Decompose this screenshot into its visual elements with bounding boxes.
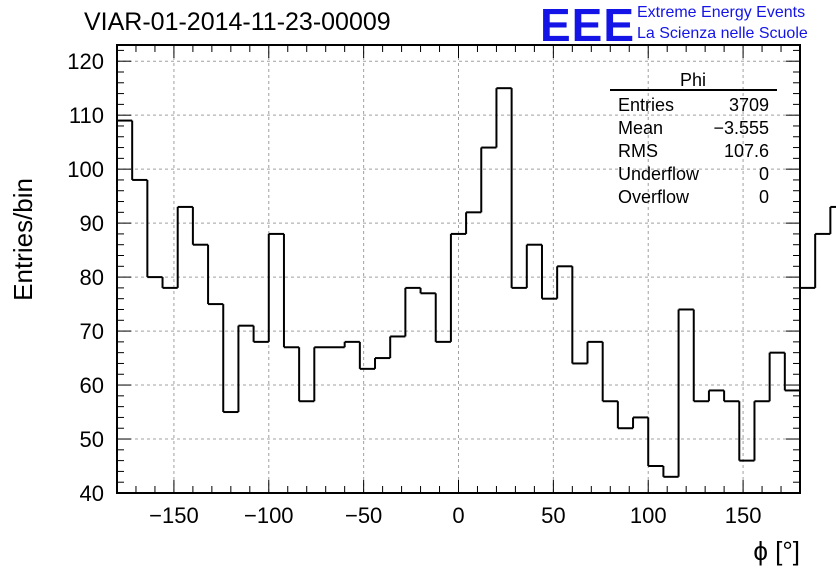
stats-row-value: 0 [759,187,769,207]
tick-labels: −150 −100 −50 0 50 100 150 40 50 60 70 80 90 100 110 12… [67,49,761,528]
grid [117,45,800,494]
eee-logo: EEE [540,0,636,51]
eee-logo-line-1: Extreme Energy Events [637,4,806,21]
x-axis-label: ϕ [°] [753,536,800,566]
stats-row-label: RMS [618,141,658,161]
stats-row-value: 107.6 [724,141,769,161]
stats-row-value: 3709 [729,95,769,115]
stats-row-label: Overflow [618,187,690,207]
stats-row-label: Mean [618,118,663,138]
y-tick-label: 80 [80,265,104,290]
eee-logo-line-2: La Scienza nelle Scuole [637,25,808,42]
y-axis-label: Entries/bin [8,178,38,301]
stats-row-value: −3.555 [713,118,769,138]
x-tick-label: 50 [541,503,565,528]
y-tick-label: 110 [69,103,104,128]
stats-row-value: 0 [759,164,769,184]
plot-title: VIAR-01-2014-11-23-00009 [84,8,391,36]
y-tick-label: 50 [80,427,104,452]
stats-row-label: Underflow [618,164,700,184]
y-tick-label: 100 [67,157,104,182]
x-tick-label: −100 [244,503,294,528]
y-tick-label: 120 [67,49,104,74]
x-tick-label: 100 [630,503,667,528]
x-tick-label: −150 [149,503,199,528]
x-tick-label: −50 [345,503,382,528]
stats-box-title: Phi [680,70,706,90]
stats-row-label: Entries [618,95,674,115]
y-tick-label: 40 [80,481,104,506]
histogram-bars [117,87,836,478]
y-tick-label: 90 [80,211,104,236]
axis-ticks [116,45,801,494]
y-tick-label: 70 [80,319,104,344]
x-tick-label: 150 [725,503,762,528]
x-tick-label: 0 [452,503,464,528]
stats-box: Phi Entries 3709 Mean −3.555 RMS 107.6 Underfl… [610,70,777,207]
y-tick-label: 60 [80,373,104,398]
